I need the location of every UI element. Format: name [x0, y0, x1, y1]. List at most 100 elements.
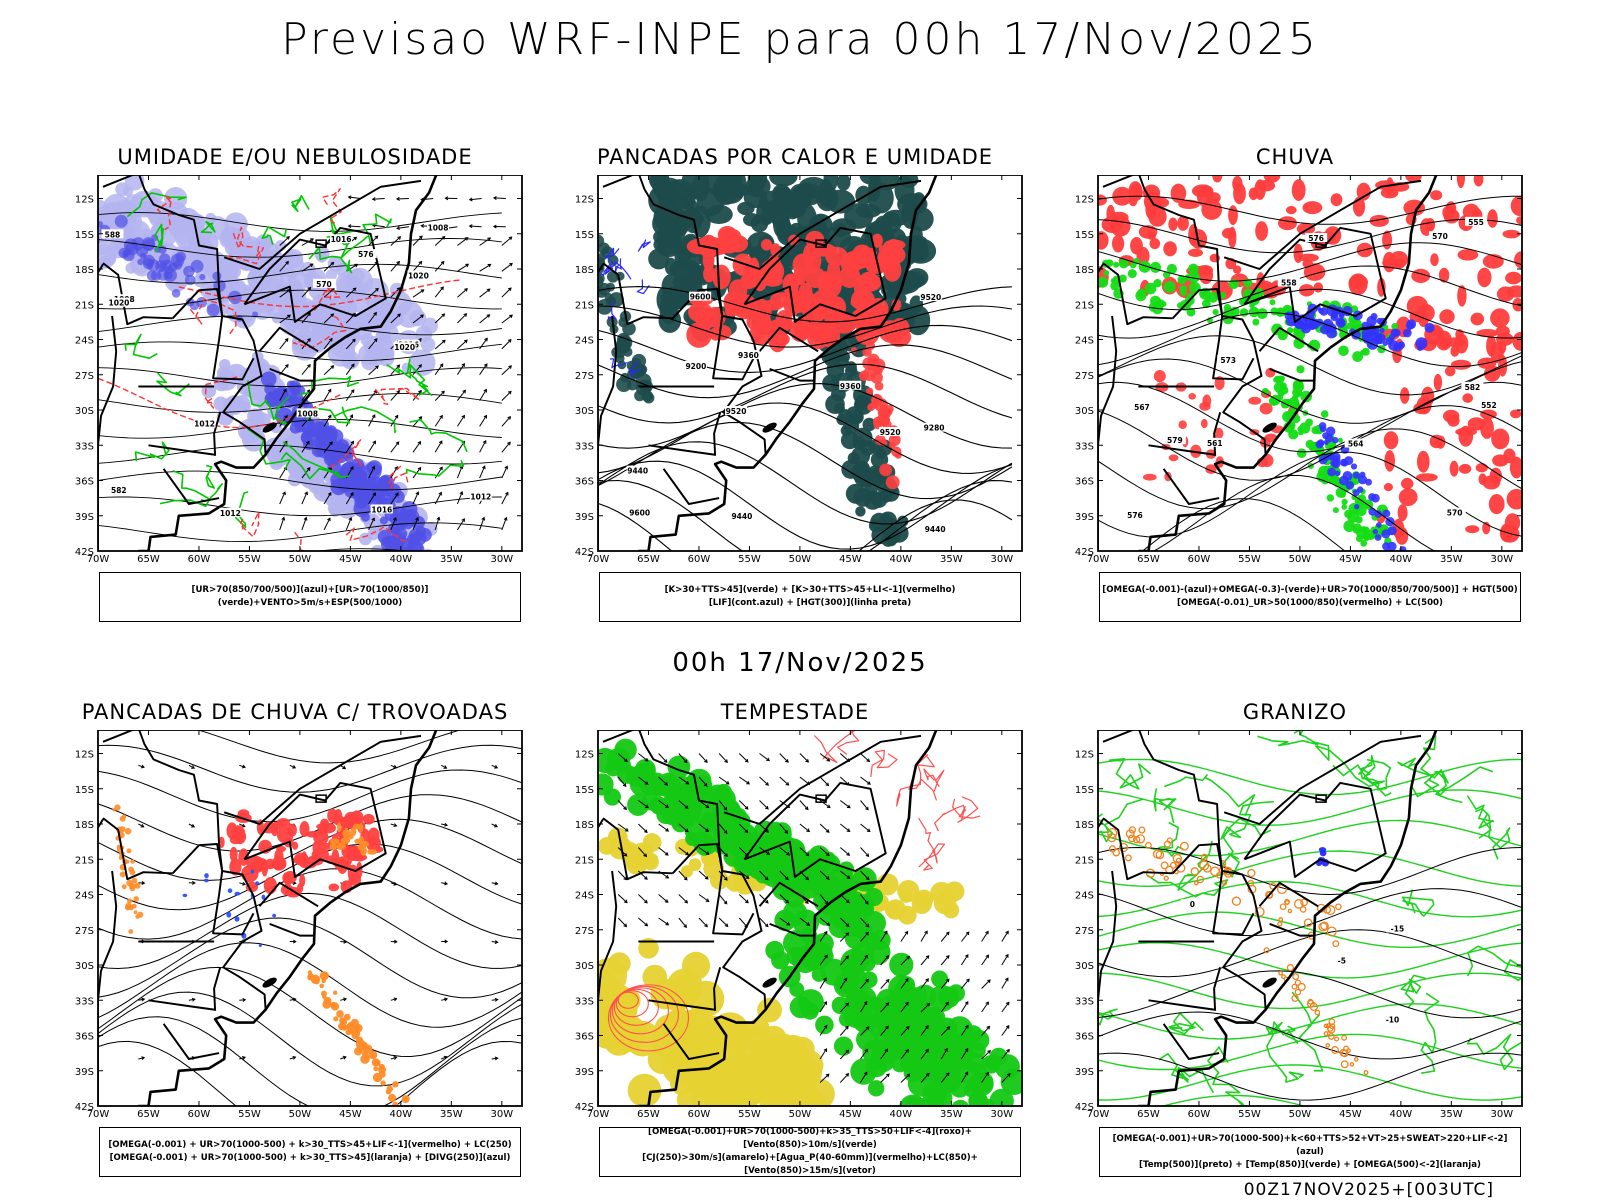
rain-area [1248, 396, 1262, 405]
wind-vector [412, 416, 422, 427]
wind-vector [900, 1026, 910, 1036]
omega-500-contour [1124, 854, 1132, 862]
omega-500-contour [1199, 860, 1210, 871]
wind-vector [845, 1002, 850, 1007]
instability-area [661, 274, 680, 299]
humidity-high [149, 212, 164, 227]
storm-moderate [137, 911, 144, 918]
lagoa-dos-patos [1262, 977, 1277, 988]
wind-vector [644, 876, 648, 880]
lagoa-dos-patos [1262, 422, 1277, 433]
omega-weak [1320, 324, 1330, 335]
wind-vector [286, 236, 290, 240]
omega-500-contour [1334, 1036, 1340, 1042]
wind-vector [846, 875, 851, 880]
omega-weak [1379, 327, 1385, 333]
wind-850-strong [1000, 1068, 1022, 1095]
omega-contour [1265, 919, 1270, 924]
omega-500-contour [1107, 832, 1117, 843]
wind-vector [412, 235, 423, 246]
wind-vector [309, 263, 314, 268]
lon-label: 50W [789, 554, 812, 565]
wind-vector [479, 237, 491, 246]
wind-vector [779, 870, 789, 880]
label-bg [1181, 899, 1204, 909]
rain-area [1442, 205, 1456, 220]
lon-label: 55W [1238, 1109, 1261, 1120]
wind-vector [285, 363, 289, 368]
instability-strong [686, 322, 712, 348]
rain-area [1384, 450, 1395, 472]
temp-850-contour [1220, 800, 1274, 840]
humidity-high [130, 190, 158, 218]
rain-area [1495, 325, 1510, 338]
map-granizo: -15-10-5012S15S18S21S24S27S30S33S36S39S4… [1075, 730, 1523, 1120]
storm-moderate [307, 970, 313, 975]
instability-strong [874, 381, 884, 391]
omega-weak [1317, 439, 1325, 447]
wind-vector [501, 441, 511, 453]
label-bg [689, 291, 712, 301]
legend-pancadas-calor: [K>30+TTS>45](verde) + [K>30+TTS>45+LI<-… [599, 572, 1021, 622]
wind-vector [826, 804, 831, 809]
omega-contour [1244, 905, 1249, 910]
humidity-high [225, 363, 247, 385]
lon-label: 70W [87, 554, 110, 565]
wind-vector [323, 441, 333, 453]
wind-vector [1001, 1049, 1010, 1060]
storm-moderate [343, 1013, 351, 1021]
temp-500-contour [1098, 1052, 1522, 1101]
geopotential-300 [598, 344, 1013, 399]
contour-label: 1020 [394, 343, 415, 352]
rain-area [1486, 334, 1497, 357]
wind-vector [279, 338, 289, 350]
omega-weak [1417, 345, 1423, 351]
instability-strong [885, 249, 899, 273]
label-bg [1461, 381, 1484, 391]
instability-area [616, 376, 632, 392]
wind-vector [623, 923, 628, 928]
contour-label: 9280 [924, 424, 945, 433]
instability-area [673, 259, 703, 285]
instability-area [648, 248, 670, 270]
streamline-arrow [491, 1057, 498, 1060]
border-line [723, 179, 922, 270]
temp-850-contour [1466, 795, 1495, 839]
thickness-contour [98, 377, 341, 429]
thickness-contour [178, 279, 462, 308]
wind-vector [327, 388, 332, 393]
wind-vector [501, 365, 512, 376]
isobar [98, 263, 502, 284]
storm-moderate [329, 842, 337, 851]
wind-vector [920, 955, 930, 966]
omega-contour [1203, 884, 1208, 889]
wind-vector [718, 870, 728, 881]
storm-strong [294, 852, 309, 866]
wind-vector [1005, 953, 1009, 958]
wind-vector [483, 414, 487, 419]
rain-area [1516, 216, 1522, 225]
wind-vector [759, 917, 769, 927]
omega-500-contour [1349, 1062, 1355, 1067]
wind-vector [439, 466, 443, 471]
jet-stream-area [555, 975, 573, 997]
divergence [227, 888, 233, 893]
lon-label: 30W [990, 554, 1013, 565]
lon-label: 45W [839, 1109, 862, 1120]
rain-area [1278, 216, 1297, 231]
border-line [1213, 412, 1222, 456]
contour-label: 564 [1348, 439, 1364, 448]
humidity-high [342, 294, 354, 306]
wind-vector [348, 196, 361, 199]
wind-vector [725, 781, 730, 785]
wind-850-strong [711, 809, 727, 826]
wind-vector [805, 876, 809, 881]
wind-vector [465, 263, 470, 268]
wind-vector [826, 922, 831, 927]
wind-vector [738, 847, 749, 857]
geopotential-500 [1098, 195, 1522, 225]
divergence [182, 893, 188, 898]
temp-850-contour [1467, 1033, 1522, 1071]
storm-strong [305, 831, 320, 838]
wind-vector [638, 776, 649, 785]
